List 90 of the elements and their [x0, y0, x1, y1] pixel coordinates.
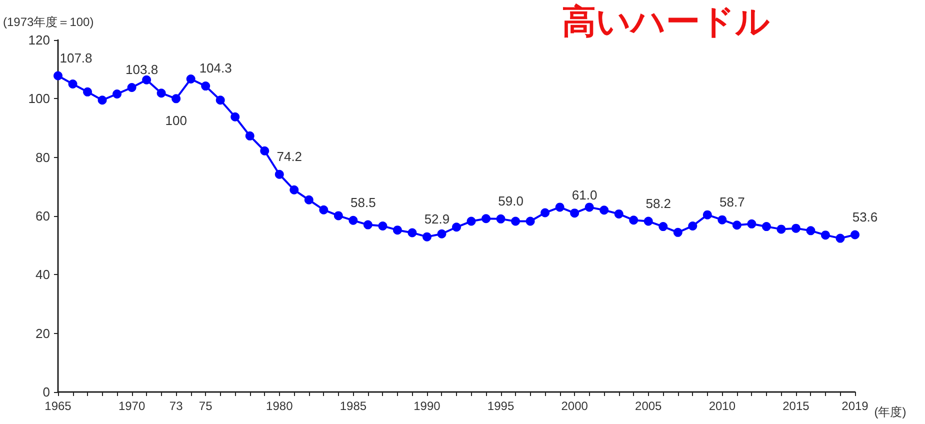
y-tick-label: 80 — [36, 150, 50, 165]
x-tick-label: 1970 — [118, 399, 146, 413]
point — [791, 224, 800, 233]
point — [172, 94, 181, 104]
point — [644, 216, 653, 226]
y-tick-label: 20 — [36, 326, 50, 341]
point — [688, 221, 698, 230]
data-label: 53.6 — [852, 209, 878, 224]
point — [718, 215, 727, 224]
point — [584, 202, 594, 212]
point — [142, 75, 152, 84]
point — [112, 89, 122, 98]
point — [466, 216, 476, 226]
y-tick-label: 60 — [36, 208, 50, 224]
point — [437, 229, 446, 238]
point — [274, 170, 284, 179]
point — [836, 234, 845, 243]
y-tick-label: 40 — [36, 267, 50, 282]
point — [820, 230, 830, 240]
point — [526, 216, 535, 226]
data-label: 107.8 — [60, 50, 92, 66]
point — [452, 222, 461, 232]
data-label: 52.9 — [424, 211, 450, 226]
point — [392, 226, 402, 235]
point — [600, 206, 609, 215]
point — [806, 226, 816, 236]
x-tick-label: 1990 — [414, 399, 441, 413]
point — [304, 195, 314, 204]
point — [422, 232, 432, 242]
point — [378, 221, 388, 230]
point — [186, 74, 196, 84]
point — [762, 222, 771, 232]
data-label: 58.5 — [350, 194, 376, 210]
point — [555, 202, 564, 212]
x-tick-label: 2005 — [635, 399, 662, 413]
point — [850, 230, 860, 240]
point — [732, 220, 742, 230]
x-tick-label: 73 — [169, 399, 184, 413]
point — [747, 219, 756, 228]
point — [496, 214, 506, 224]
data-label: 58.7 — [720, 194, 745, 210]
point — [98, 96, 107, 105]
point — [363, 220, 372, 230]
x-tick-label: 2019 — [842, 399, 869, 413]
data-label: 100 — [165, 113, 187, 128]
x-tick-label: 1995 — [487, 399, 514, 413]
x-tick-label: 75 — [198, 399, 213, 413]
x-tick-label: 2015 — [782, 399, 810, 413]
data-label: 103.8 — [126, 62, 158, 78]
y-tick-label: 100 — [28, 91, 50, 106]
point — [83, 87, 92, 96]
data-label: 59.0 — [498, 193, 524, 208]
point — [319, 205, 328, 214]
point — [702, 210, 712, 220]
point — [629, 216, 638, 225]
point — [230, 112, 240, 122]
point — [658, 222, 668, 232]
point — [570, 208, 580, 218]
x-tick-label: 1985 — [340, 399, 367, 413]
point — [260, 146, 270, 156]
data-label: 58.2 — [646, 196, 672, 211]
y-axis-title: (1973年度＝100) — [3, 15, 94, 29]
x-tick-label: 2010 — [708, 399, 736, 413]
point — [673, 228, 682, 237]
x-tick-label: 1965 — [44, 399, 72, 413]
point — [216, 96, 225, 105]
x-tick-label: 1980 — [266, 399, 294, 413]
point — [540, 208, 550, 218]
point — [334, 211, 343, 220]
point — [201, 82, 210, 91]
point — [511, 216, 520, 226]
data-label: 74.2 — [276, 148, 302, 164]
point — [290, 185, 299, 194]
point — [54, 71, 62, 80]
y-tick-label: 0 — [42, 384, 50, 400]
data-label: 61.0 — [572, 188, 598, 203]
x-tick-label: 2000 — [561, 399, 588, 413]
point — [614, 209, 624, 218]
data-label: 104.3 — [199, 60, 232, 76]
y-tick-label: 120 — [28, 32, 50, 48]
point — [156, 88, 166, 98]
point — [482, 214, 491, 224]
point — [776, 224, 786, 234]
x-axis-title: (年度) — [874, 405, 906, 419]
point — [127, 83, 136, 92]
chart-title: 高いハードル — [562, 3, 770, 41]
point — [245, 131, 254, 140]
point — [348, 216, 358, 225]
point — [68, 80, 78, 88]
point — [408, 228, 417, 238]
